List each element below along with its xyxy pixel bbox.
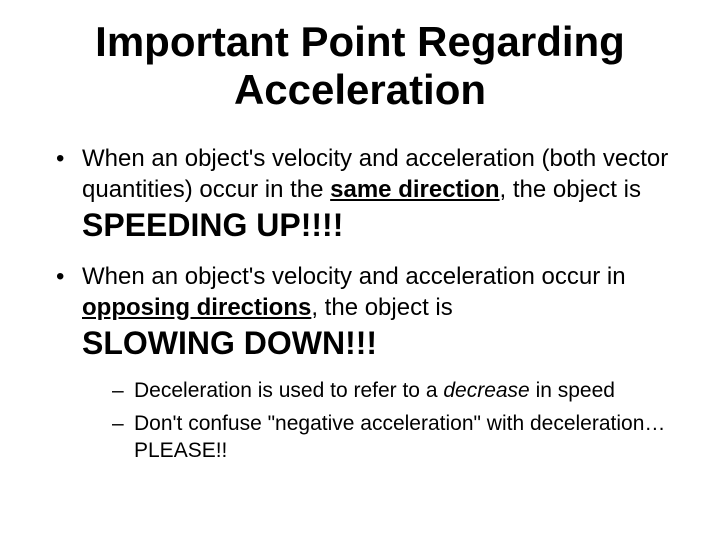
bullet-item: When an object's velocity and accelerati… <box>56 143 692 247</box>
bullet-item: When an object's velocity and accelerati… <box>56 261 692 465</box>
emphasis-big: SLOWING DOWN!!! <box>82 325 377 361</box>
emphasis-underline: opposing directions <box>82 294 311 321</box>
emphasis-underline: same direction <box>330 176 499 203</box>
bullet-list: When an object's velocity and accelerati… <box>28 143 692 465</box>
bullet-text: When an object's velocity and accelerati… <box>82 263 626 290</box>
emphasis-italic: decrease <box>443 379 529 402</box>
sub-bullet-item: Don't confuse "negative acceleration" wi… <box>112 410 692 465</box>
sub-bullet-list: Deceleration is used to refer to a decre… <box>82 377 692 465</box>
slide-title: Important Point Regarding Acceleration <box>28 18 692 115</box>
sub-bullet-item: Deceleration is used to refer to a decre… <box>112 377 692 404</box>
sub-bullet-text: Deceleration is used to refer to a <box>134 379 443 402</box>
bullet-text: , the object is <box>311 294 452 321</box>
sub-bullet-text: Don't confuse "negative acceleration" wi… <box>134 412 665 462</box>
sub-bullet-text: in speed <box>530 379 615 402</box>
emphasis-big: SPEEDING UP!!!! <box>82 207 343 243</box>
bullet-text: , the object is <box>500 176 641 203</box>
